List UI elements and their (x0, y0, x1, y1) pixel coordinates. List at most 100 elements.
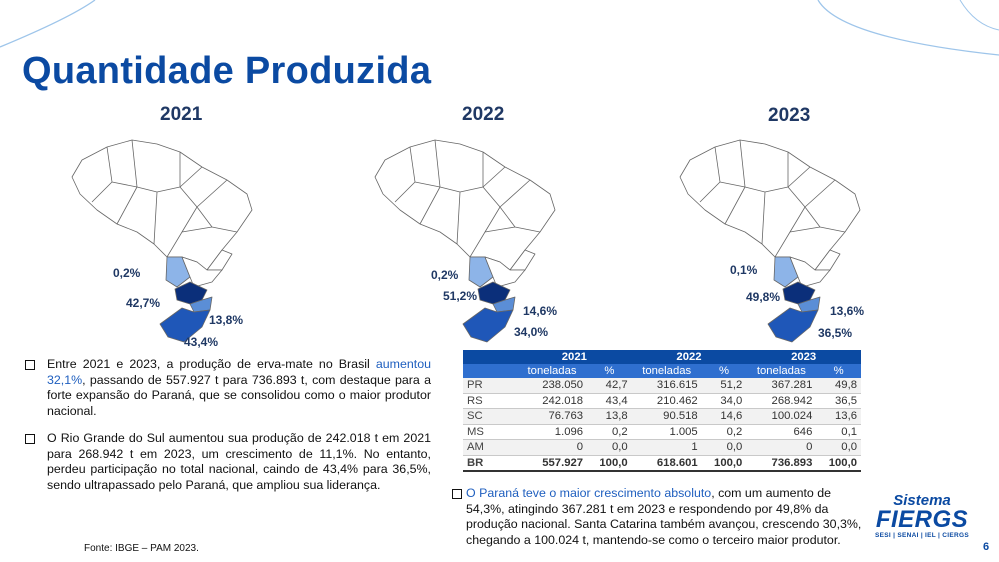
year-label-2023: 2023 (768, 105, 811, 126)
table-header-blank (463, 364, 517, 378)
logo-line-2: FIERGS (875, 506, 969, 533)
bullet-text: O Paraná teve o maior crescimento absolu… (452, 486, 866, 548)
table-cell: 42,7 (587, 378, 632, 394)
bullet-text-part: , com um aumento de 54,3%, atingindo 367… (466, 486, 862, 547)
logo-line-3: SESI | SENAI | IEL | CIERGS (875, 532, 969, 539)
page-title: Quantidade Produzida (22, 50, 432, 92)
table-row: SC 76.763 13,8 90.518 14,6 100.024 13,6 (463, 408, 861, 425)
table-total-row: BR 557.927 100,0 618.601 100,0 736.893 1… (463, 454, 861, 472)
table-cell: 0,2 (701, 424, 747, 440)
year-label-2021: 2021 (160, 104, 203, 125)
bullet-highlight: O Paraná teve o maior crescimento absolu… (466, 486, 712, 500)
table-cell: AM (463, 439, 517, 456)
table-header-unit: toneladas (517, 364, 588, 378)
table-header-unit: % (587, 364, 632, 378)
table-cell: 100,0 (587, 454, 632, 472)
map-2022-rs-label: 34,0% (514, 325, 549, 339)
table-cell: 0,0 (587, 439, 632, 456)
table-header-years: 2021 2022 2023 (463, 350, 861, 364)
map-2022-ms-label: 0,2% (431, 268, 459, 282)
production-table: 2021 2022 2023 toneladas % toneladas % t… (463, 350, 861, 472)
map-2021-pr-label: 42,7% (126, 296, 161, 310)
table-cell: 36,5 (816, 393, 861, 409)
table-cell: 0,0 (816, 439, 861, 456)
map-2021-rs-label: 43,4% (184, 335, 219, 349)
table-cell: 736.893 (746, 454, 817, 472)
checkbox-bullet-icon (452, 489, 462, 499)
table-row: PR 238.050 42,7 316.615 51,2 367.281 49,… (463, 378, 861, 394)
table-cell: 268.942 (746, 393, 817, 409)
bullet-text: O Rio Grande do Sul aumentou sua produçã… (47, 431, 431, 492)
table-cell: 34,0 (701, 393, 747, 409)
brazil-map-2022 (374, 139, 556, 343)
table-cell: 1 (631, 439, 702, 456)
logo-line-1: Sistema (893, 492, 951, 509)
table-cell: SC (463, 408, 517, 425)
table-header-unit: % (701, 364, 747, 378)
table-cell: 43,4 (587, 393, 632, 409)
table-cell: MS (463, 424, 517, 440)
table-row: AM 0 0,0 1 0,0 0 0,0 (463, 439, 861, 456)
table-cell: PR (463, 378, 517, 394)
table-cell: 0 (746, 439, 817, 456)
checkbox-bullet-icon (25, 434, 35, 444)
table-cell: 100,0 (816, 454, 861, 472)
brazil-map-2023 (679, 139, 861, 343)
map-2023-rs-label: 36,5% (818, 326, 853, 340)
table-cell: 76.763 (517, 408, 588, 425)
map-2022-sc-label: 14,6% (523, 304, 558, 318)
table-cell: 0,2 (587, 424, 632, 440)
table-cell: 14,6 (701, 408, 747, 425)
checkbox-bullet-icon (25, 360, 35, 370)
bullet-production-growth: Entre 2021 e 2023, a produção de erva-ma… (25, 357, 431, 419)
table-cell: BR (463, 454, 517, 472)
map-2023-sc-label: 13,6% (830, 304, 865, 318)
bullet-rs-production: O Rio Grande do Sul aumentou sua produçã… (25, 431, 431, 493)
bullet-parana-growth: O Paraná teve o maior crescimento absolu… (452, 486, 866, 548)
table-cell: RS (463, 393, 517, 409)
table-header-units: toneladas % toneladas % toneladas % (463, 364, 861, 378)
map-2023-pr-label: 49,8% (746, 290, 781, 304)
table-cell: 0 (517, 439, 588, 456)
table-cell: 242.018 (517, 393, 588, 409)
map-2021-ms-label: 0,2% (113, 266, 141, 280)
table-cell: 100.024 (746, 408, 817, 425)
table-header-year: 2021 (517, 350, 632, 364)
table-cell: 210.462 (631, 393, 702, 409)
source-note: Fonte: IBGE – PAM 2023. (84, 543, 199, 554)
table-cell: 367.281 (746, 378, 817, 394)
page-number: 6 (983, 541, 990, 553)
fiergs-logo: Sistema FIERGS SESI | SENAI | IEL | CIER… (872, 493, 972, 540)
map-2022-pr-label: 51,2% (443, 289, 478, 303)
table-header-year: 2023 (746, 350, 861, 364)
table-row: RS 242.018 43,4 210.462 34,0 268.942 36,… (463, 393, 861, 409)
table-header-unit: toneladas (746, 364, 817, 378)
brazil-map-2021 (71, 139, 253, 343)
table-cell: 51,2 (701, 378, 747, 394)
table-cell: 316.615 (631, 378, 702, 394)
table-cell: 646 (746, 424, 817, 440)
table-cell: 0,0 (701, 439, 747, 456)
table-header-unit: toneladas (631, 364, 702, 378)
table-cell: 13,8 (587, 408, 632, 425)
table-header-year: 2022 (631, 350, 747, 364)
table-cell: 13,6 (816, 408, 861, 425)
bullet-text-part: Entre 2021 e 2023, a produção de erva-ma… (47, 357, 376, 371)
table-cell: 100,0 (701, 454, 747, 472)
table-cell: 49,8 (816, 378, 861, 394)
bullet-text: Entre 2021 e 2023, a produção de erva-ma… (25, 357, 431, 419)
table-cell: 90.518 (631, 408, 702, 425)
table-cell: 557.927 (517, 454, 588, 472)
bullet-highlight: aumentou 32,1% (47, 357, 431, 387)
map-2023-ms-label: 0,1% (730, 263, 758, 277)
map-2021-sc-label: 13,8% (209, 313, 244, 327)
table-cell: 1.096 (517, 424, 588, 440)
table-cell: 0,1 (816, 424, 861, 440)
bullet-text-part: , passando de 557.927 t para 736.893 t, … (47, 372, 431, 418)
table-cell: 618.601 (631, 454, 702, 472)
table-row: MS 1.096 0,2 1.005 0,2 646 0,1 (463, 424, 861, 440)
table-header-unit: % (816, 364, 861, 378)
year-label-2022: 2022 (462, 104, 505, 125)
table-cell: 1.005 (631, 424, 702, 440)
